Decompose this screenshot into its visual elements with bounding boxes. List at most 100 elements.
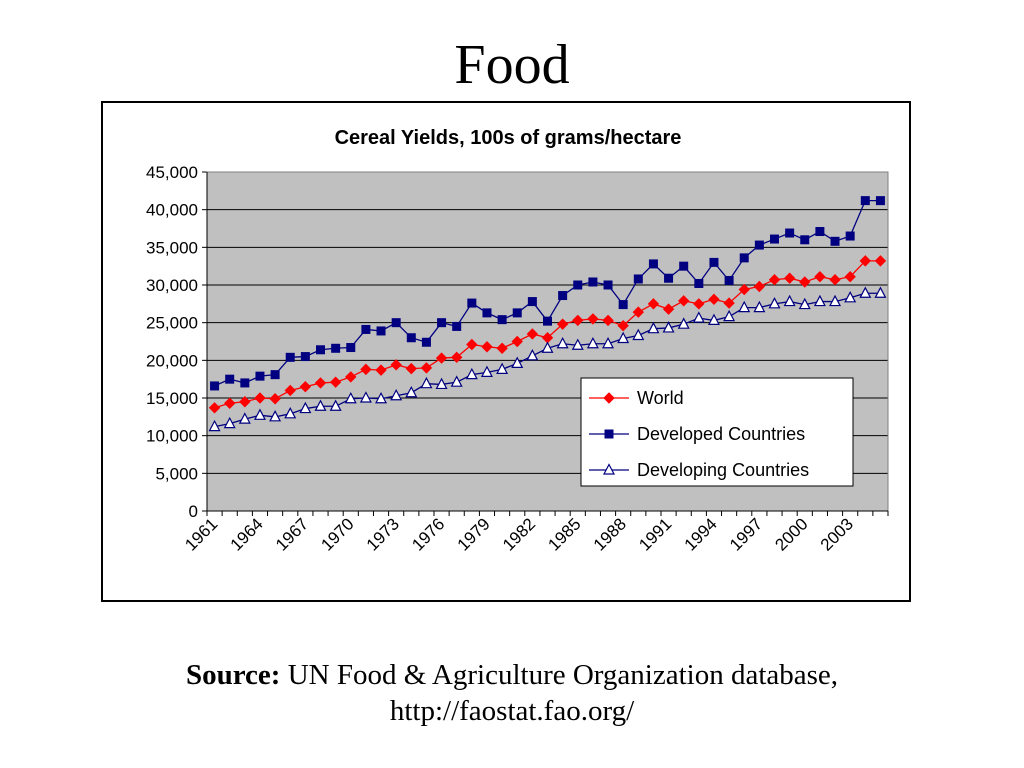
data-point [450, 351, 463, 364]
data-point [511, 356, 524, 368]
legend-box [580, 377, 854, 487]
y-tick-label: 30,000 [146, 276, 198, 295]
data-point [496, 362, 509, 374]
data-point [617, 331, 630, 344]
data-point [753, 280, 766, 293]
x-tick-label: 1988 [590, 514, 630, 554]
data-point [314, 377, 327, 389]
data-point [800, 235, 810, 245]
data-point [558, 291, 568, 301]
data-point [359, 391, 372, 403]
data-point [768, 297, 781, 309]
data-point [693, 298, 705, 310]
data-point [375, 391, 388, 404]
source-text: UN Food & Agriculture Organization datab… [287, 659, 839, 691]
legend-marker [603, 392, 615, 404]
data-point [361, 324, 371, 334]
data-point [724, 275, 734, 285]
x-tick-label: 1994 [681, 514, 721, 554]
data-point [284, 407, 297, 419]
data-point [647, 321, 660, 334]
data-point [829, 274, 841, 286]
data-point [300, 352, 310, 362]
data-point [420, 362, 433, 374]
data-point [344, 391, 357, 404]
data-point [254, 392, 266, 404]
x-tick-label: 1961 [181, 514, 221, 554]
x-tick-label: 1964 [227, 514, 267, 554]
data-point [844, 271, 856, 283]
x-tick-label: 1997 [726, 514, 766, 554]
data-point [255, 371, 265, 381]
data-point [314, 399, 327, 411]
source-label: Source: [185, 659, 281, 691]
data-point [677, 317, 690, 329]
data-point [527, 297, 537, 307]
data-point [586, 336, 599, 349]
data-point [723, 297, 735, 309]
series-world [208, 255, 887, 414]
data-point [647, 298, 660, 310]
data-point [860, 196, 870, 206]
legend-item: Developing Countries [589, 460, 809, 480]
data-point [526, 328, 539, 340]
legend-label: Developed Countries [637, 424, 805, 444]
y-tick-label: 20,000 [146, 351, 198, 370]
data-point [664, 273, 674, 283]
data-point [738, 300, 751, 313]
data-point [435, 377, 448, 390]
cereal-yields-chart: Cereal Yields, 100s of grams/hectare 0 5,… [146, 127, 889, 555]
y-tick-label: 45,000 [146, 163, 198, 182]
data-point [694, 278, 704, 288]
data-point [390, 359, 402, 371]
data-point [708, 293, 720, 306]
y-tick-label: 0 [189, 502, 198, 521]
data-point [270, 370, 280, 380]
legend-marker [603, 463, 615, 475]
data-point [223, 416, 236, 429]
data-point [632, 306, 645, 318]
data-point [587, 313, 599, 325]
data-point [331, 343, 341, 353]
data-point [496, 342, 508, 354]
data-point [648, 259, 658, 269]
data-point [874, 255, 887, 267]
data-point [253, 408, 266, 420]
data-point [603, 280, 613, 290]
data-point [285, 352, 295, 362]
data-point [739, 253, 749, 263]
data-point [208, 402, 221, 414]
data-point [375, 364, 387, 376]
data-point [238, 412, 251, 424]
data-point [210, 381, 220, 391]
data-point [239, 396, 251, 408]
slide-title: Food [454, 34, 570, 96]
data-point [679, 261, 689, 271]
data-point [223, 397, 236, 409]
y-tick-label: 35,000 [146, 238, 198, 257]
x-tick-label: 1979 [454, 514, 494, 554]
data-point [467, 298, 477, 308]
x-tick-label: 1976 [408, 514, 448, 554]
data-point [526, 349, 539, 361]
data-point [299, 380, 312, 393]
data-point [633, 274, 643, 284]
data-point [829, 294, 842, 307]
data-point [543, 316, 552, 326]
data-point [541, 341, 554, 353]
data-point [329, 399, 342, 411]
source-line-1: Source: UN Food & Agriculture Organizati… [0, 657, 1024, 693]
legend-label: Developing Countries [637, 460, 809, 480]
data-point [815, 227, 825, 237]
data-point [269, 393, 281, 405]
x-tick-label: 1970 [317, 514, 357, 554]
data-point [845, 231, 855, 241]
data-point [799, 276, 811, 288]
data-point [859, 255, 872, 267]
data-point [618, 300, 628, 310]
data-point [844, 291, 857, 303]
data-point [768, 274, 781, 286]
data-point [421, 337, 431, 347]
data-point [754, 240, 764, 250]
data-point [346, 343, 356, 353]
